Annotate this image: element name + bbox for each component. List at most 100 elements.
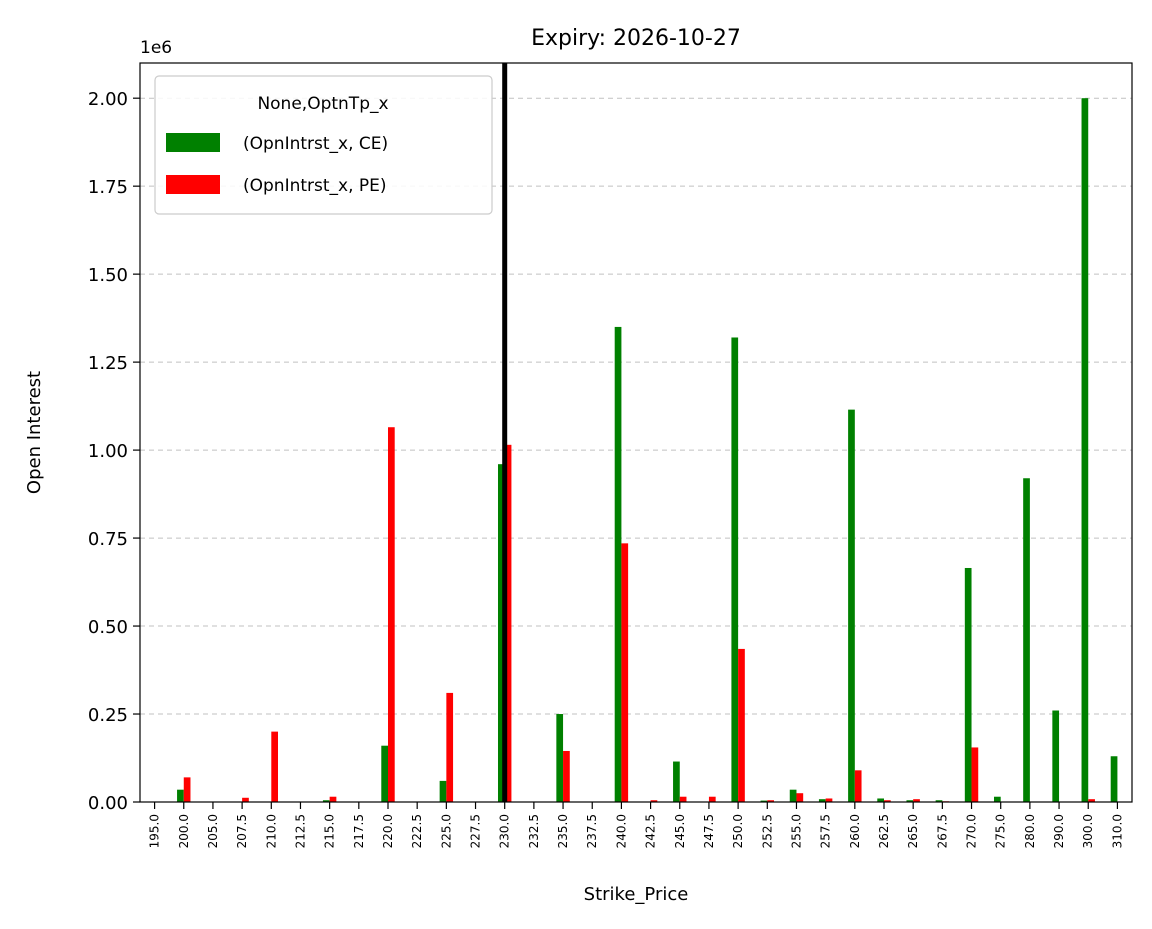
bar-pe bbox=[446, 692, 454, 802]
x-tick-label: 225.0 bbox=[439, 814, 453, 848]
bar-pe bbox=[913, 799, 920, 802]
bar-pe bbox=[825, 798, 833, 802]
bar-pe bbox=[854, 770, 862, 802]
x-axis-label: Strike_Price bbox=[584, 884, 689, 905]
x-tick-label: 212.5 bbox=[293, 814, 307, 848]
bar-ce bbox=[497, 464, 505, 802]
x-tick-label: 217.5 bbox=[352, 814, 366, 848]
x-tick-label: 232.5 bbox=[527, 814, 541, 848]
legend-label-ce: (OpnIntrst_x, CE) bbox=[243, 134, 388, 154]
x-tick-label: 237.5 bbox=[585, 814, 599, 848]
x-tick-label: 252.5 bbox=[760, 814, 774, 848]
y-tick-label: 0.50 bbox=[88, 617, 128, 638]
x-tick-label: 220.0 bbox=[381, 814, 395, 848]
x-tick-label: 255.0 bbox=[789, 814, 803, 848]
x-axis-ticks: 195.0 200.0 205.0 207.5 210.0 212.5 215.0 217.5… bbox=[148, 802, 1124, 848]
x-tick-label: 200.0 bbox=[177, 814, 191, 848]
x-tick-label: 290.0 bbox=[1052, 814, 1066, 848]
plot-area-frame bbox=[139, 62, 1133, 803]
bar-pe bbox=[329, 796, 337, 802]
y-tick-label: 1.75 bbox=[88, 177, 128, 198]
x-tick-label: 230.0 bbox=[498, 814, 512, 848]
bar-pe bbox=[183, 777, 191, 802]
y-tick-label: 0.00 bbox=[88, 793, 128, 814]
bar-ce bbox=[877, 798, 884, 802]
bars bbox=[177, 98, 1118, 802]
y-tick-label: 1.50 bbox=[88, 265, 128, 286]
bar-pe bbox=[650, 800, 658, 802]
bar-pe bbox=[796, 793, 804, 802]
bar-pe bbox=[767, 800, 775, 802]
x-tick-label: 235.0 bbox=[556, 814, 570, 848]
bar-ce bbox=[1081, 98, 1089, 802]
x-tick-label: 205.0 bbox=[206, 814, 220, 848]
bar-pe bbox=[271, 731, 279, 802]
x-tick-label: 210.0 bbox=[264, 814, 278, 848]
x-tick-label: 260.0 bbox=[848, 814, 862, 848]
bar-ce bbox=[789, 789, 797, 802]
chart-title: Expiry: 2026-10-27 bbox=[531, 26, 741, 51]
legend-box bbox=[154, 75, 493, 215]
x-tick-label: 240.0 bbox=[614, 814, 628, 848]
bar-ce bbox=[906, 800, 914, 802]
bar-ce bbox=[673, 761, 680, 802]
x-tick-label: 310.0 bbox=[1110, 814, 1124, 848]
bar-ce bbox=[993, 796, 1001, 802]
x-tick-label: 222.5 bbox=[410, 814, 424, 848]
x-tick-label: 250.0 bbox=[731, 814, 745, 848]
x-tick-label: 215.0 bbox=[323, 814, 337, 848]
bar-ce bbox=[731, 337, 739, 802]
bar-ce bbox=[1023, 478, 1030, 802]
bar-ce bbox=[381, 745, 388, 802]
x-tick-label: 247.5 bbox=[702, 814, 716, 848]
bar-ce bbox=[818, 799, 826, 802]
bar-pe bbox=[621, 543, 629, 802]
legend-label-pe: (OpnIntrst_x, PE) bbox=[243, 176, 387, 196]
x-tick-label: 267.5 bbox=[935, 814, 949, 848]
x-tick-label: 195.0 bbox=[148, 814, 162, 848]
bar-ce bbox=[848, 409, 855, 802]
legend-swatch-ce bbox=[166, 133, 220, 152]
y-tick-label: 1.00 bbox=[88, 441, 128, 462]
bar-pe bbox=[563, 750, 570, 802]
x-tick-label: 242.5 bbox=[644, 814, 658, 848]
bar-pe bbox=[884, 800, 891, 802]
bar-ce bbox=[1052, 710, 1060, 802]
bar-pe bbox=[388, 427, 395, 802]
bar-ce bbox=[964, 567, 972, 802]
y-tick-label: 0.25 bbox=[88, 705, 128, 726]
bar-ce bbox=[760, 800, 768, 802]
legend: None,OptnTp_x (OpnIntrst_x, CE) (OpnIntr… bbox=[154, 75, 493, 215]
y-axis-ticks: 0.00 0.25 0.50 0.75 1.00 1.25 1.50 1.75 2.00 bbox=[88, 89, 140, 814]
x-tick-label: 207.5 bbox=[235, 814, 249, 848]
bar-ce bbox=[439, 780, 447, 802]
x-tick-label: 265.0 bbox=[906, 814, 920, 848]
bar-pe bbox=[1088, 799, 1095, 802]
bar-ce bbox=[1110, 756, 1118, 802]
y-tick-label: 1.25 bbox=[88, 353, 128, 374]
bar-pe bbox=[971, 747, 979, 802]
bar-ce bbox=[935, 800, 943, 802]
x-tick-label: 257.5 bbox=[819, 814, 833, 848]
x-tick-label: 275.0 bbox=[994, 814, 1008, 848]
bar-pe bbox=[738, 648, 745, 802]
bar-ce bbox=[177, 789, 184, 802]
legend-title: None,OptnTp_x bbox=[257, 94, 388, 114]
legend-swatch-pe bbox=[166, 175, 220, 194]
bar-ce bbox=[322, 800, 330, 802]
bar-pe bbox=[679, 796, 687, 802]
x-tick-label: 262.5 bbox=[877, 814, 891, 848]
y-tick-label: 0.75 bbox=[88, 529, 128, 550]
y-offset-label: 1e6 bbox=[140, 38, 172, 58]
bar-ce bbox=[614, 326, 622, 802]
bar-pe bbox=[242, 797, 249, 802]
x-tick-label: 245.0 bbox=[673, 814, 687, 848]
y-axis-label: Open Interest bbox=[24, 371, 45, 494]
y-tick-label: 2.00 bbox=[88, 89, 128, 110]
bar-ce bbox=[556, 714, 564, 802]
x-tick-label: 280.0 bbox=[1023, 814, 1037, 848]
bar-pe bbox=[708, 796, 716, 802]
x-tick-label: 300.0 bbox=[1081, 814, 1095, 848]
x-tick-label: 270.0 bbox=[965, 814, 979, 848]
